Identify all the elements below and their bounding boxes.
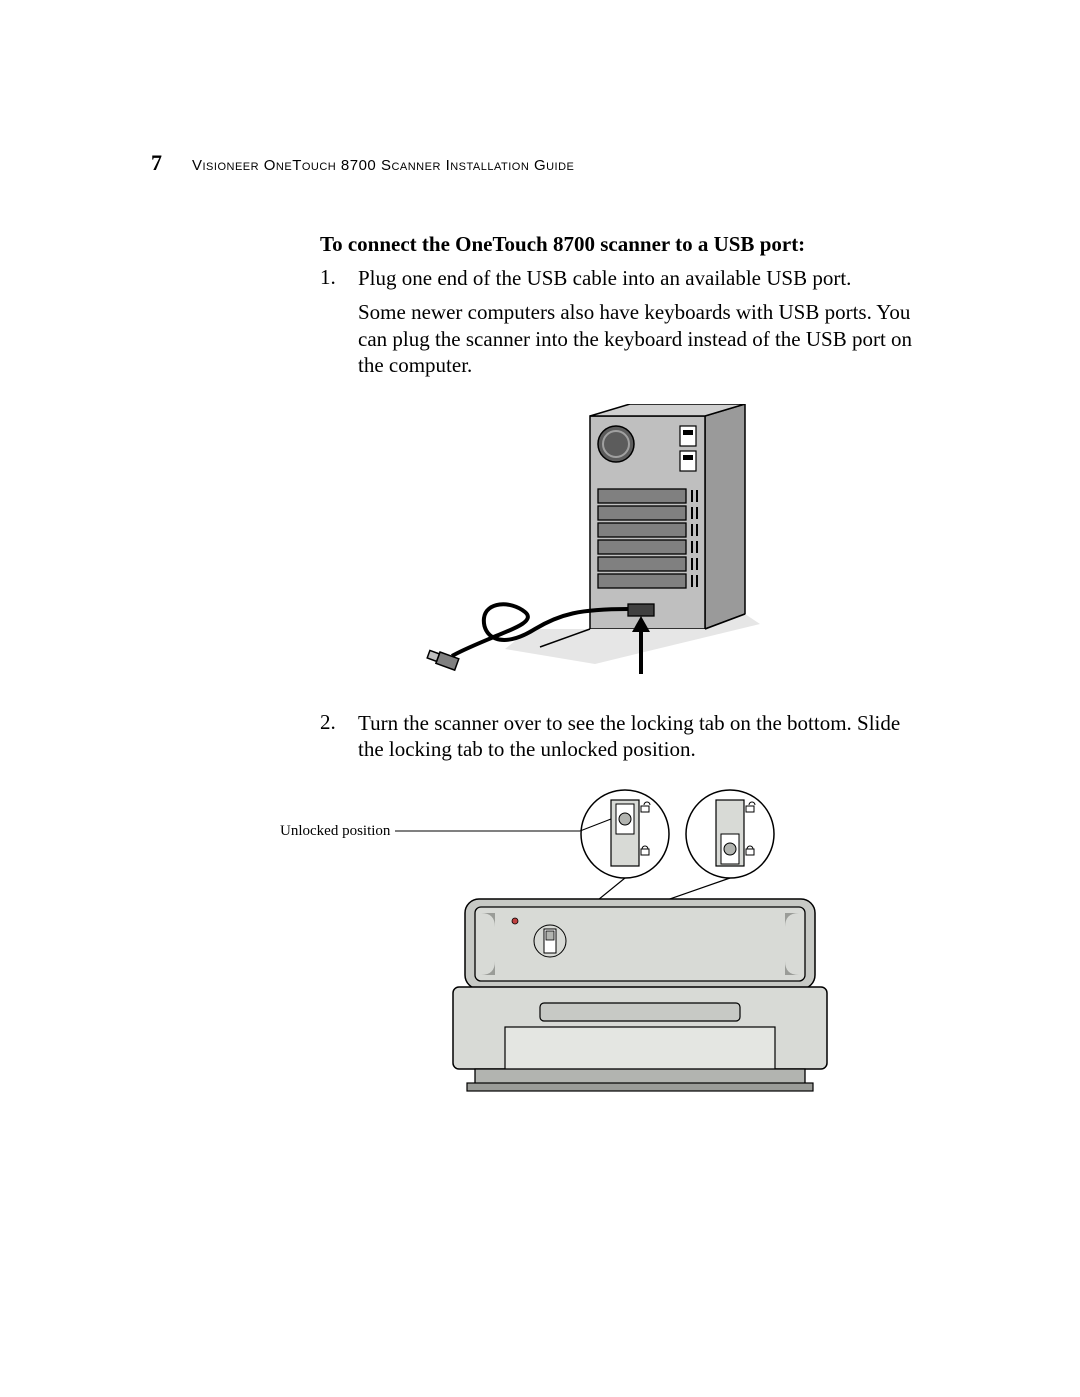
list-item: 1. Plug one end of the USB cable into an… bbox=[320, 265, 930, 386]
list-item: 2. Turn the scanner over to see the lock… bbox=[320, 710, 930, 771]
step-extra: Some newer computers also have keyboards… bbox=[358, 299, 930, 378]
running-head: Visioneer OneTouch 8700 Scanner Installa… bbox=[192, 157, 574, 174]
step-number: 1. bbox=[320, 265, 344, 386]
figure-computer-usb bbox=[410, 404, 840, 684]
page-number: 7 bbox=[142, 150, 162, 176]
section-title: To connect the OneTouch 8700 scanner to … bbox=[320, 232, 930, 257]
step-lead: Plug one end of the USB cable into an av… bbox=[358, 265, 930, 291]
figure-scanner-lock: Unlocked position bbox=[375, 789, 875, 1104]
step-lead: Turn the scanner over to see the locking… bbox=[358, 710, 930, 763]
figure-label: Unlocked position bbox=[280, 823, 390, 840]
step-number: 2. bbox=[320, 710, 344, 771]
